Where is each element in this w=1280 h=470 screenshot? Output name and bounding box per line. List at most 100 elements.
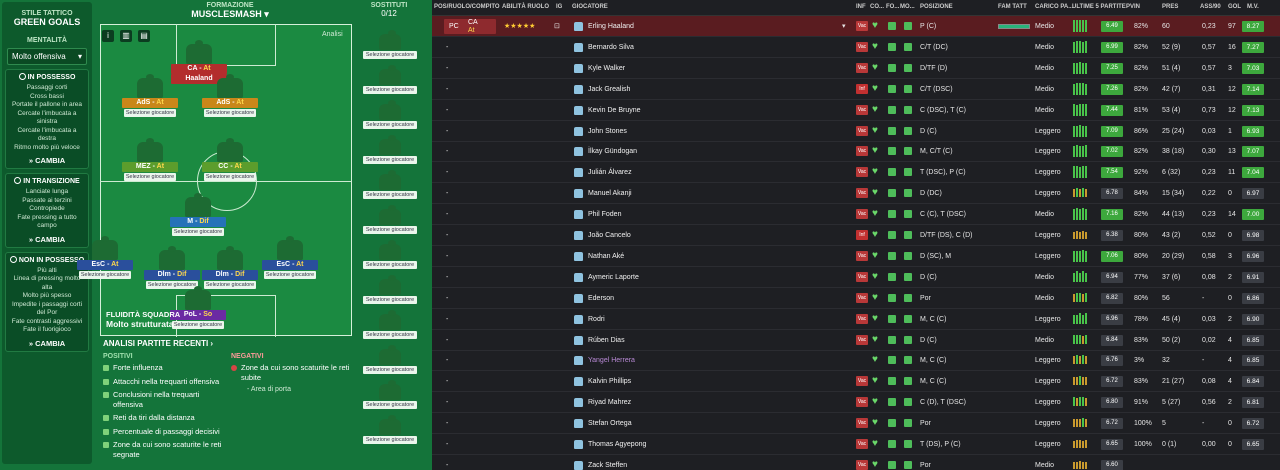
column-header[interactable]: GOL (1228, 4, 1241, 10)
player-slot[interactable]: Dlm - Dif Selezione giocatore (144, 246, 200, 289)
player-slot[interactable]: CA - At Haaland (171, 40, 227, 84)
table-row[interactable]: - John Stones Vac ♥ D (C) Leggero 7.09 86% 25 (2… (432, 121, 1280, 142)
player-name[interactable]: Ederson (588, 294, 615, 302)
position-empty[interactable]: - (446, 169, 449, 177)
column-header[interactable]: INF (856, 4, 866, 10)
position-empty[interactable]: - (446, 378, 449, 386)
column-header[interactable]: FAM TATT (998, 4, 1027, 10)
select-player-dropdown[interactable]: Selezione giocatore (363, 226, 417, 234)
player-name[interactable]: Jack Grealish (588, 85, 631, 93)
mentality-dropdown[interactable]: Molto offensiva ▾ (7, 48, 87, 65)
player-slot[interactable]: PoL - So Selezione giocatore (170, 286, 226, 329)
player-name[interactable]: Erling Haaland (588, 23, 634, 30)
table-row[interactable]: - Nathan Aké Vac ♥ D (SC), M Leggero 7.06 80% 20… (432, 246, 1280, 267)
player-slot[interactable]: EsC - At Selezione giocatore (77, 236, 133, 279)
table-row[interactable]: PC CA At ★★★★★ ⊡ ▾ Erling Haaland Vac ♥ P (C) Medi… (432, 16, 1280, 37)
position-empty[interactable]: - (446, 273, 449, 281)
select-player-dropdown[interactable]: Selezione giocatore (363, 261, 417, 269)
select-player-dropdown[interactable]: Selezione giocatore (363, 121, 417, 129)
select-player-dropdown[interactable]: Selezione giocatore (363, 51, 417, 59)
table-row[interactable]: - Kalvin Phillips Vac ♥ M, C (C) Leggero 6.72 8… (432, 371, 1280, 393)
select-player-dropdown[interactable]: Selezione giocatore (363, 366, 417, 374)
table-row[interactable]: - Yangel Herrera ♥ M, C (C) Leggero 6.76 3% 32 -… (432, 350, 1280, 372)
table-row[interactable]: - Rúben Dias Vac ♥ D (C) Medio 6.84 83% 50 (2) 0,… (432, 330, 1280, 351)
column-header[interactable]: ULTIME 5 PARTITE (1072, 4, 1126, 10)
table-row[interactable]: - Thomas Agyepong Vac ♥ T (DS), P (C) Leggero… (432, 434, 1280, 455)
table-row[interactable]: - Rodri Vac ♥ M, C (C) Leggero 6.96 78% 45 (4) 0,… (432, 309, 1280, 330)
player-name[interactable]: Thomas Agyepong (588, 441, 647, 448)
table-row[interactable]: - Jack Grealish Inf ♥ C/T (DSC) Medio 7.26 82% 4… (432, 79, 1280, 100)
player-name[interactable]: Riyad Mahrez (588, 399, 632, 407)
player-name[interactable]: Nathan Aké (588, 252, 625, 260)
player-name[interactable]: João Cancelo (588, 232, 631, 239)
position-empty[interactable]: - (446, 106, 449, 114)
column-header[interactable]: PVIN (1126, 4, 1141, 10)
player-slot[interactable]: M - Dif Selezione giocatore (170, 193, 226, 236)
position-empty[interactable]: - (446, 399, 449, 407)
substitute-slot[interactable]: Selezione giocatore (362, 100, 418, 129)
table-row[interactable]: - Stefan Ortega Vac ♥ Por Leggero 6.72 100% 5 - 0 6… (432, 413, 1280, 435)
substitute-slot[interactable]: Selezione giocatore (362, 65, 418, 94)
substitute-slot[interactable]: Selezione giocatore (362, 275, 418, 304)
select-player-dropdown[interactable]: Selezione giocatore (363, 191, 417, 199)
player-name[interactable]: Stefan Ortega (588, 420, 632, 428)
position-empty[interactable]: - (446, 294, 449, 302)
table-row[interactable]: - Kyle Walker Vac ♥ D/TF (D) Medio 7.25 82% 51 (… (432, 58, 1280, 79)
select-player-dropdown[interactable]: Selezione giocatore (146, 281, 198, 289)
position-empty[interactable]: - (446, 315, 449, 323)
table-row[interactable]: - Julián Álvarez Vac ♥ T (DSC), P (C) Leggero… (432, 162, 1280, 184)
table-row[interactable]: - Ederson Vac ♥ Por Medio 6.82 80% 56 - 0 6.86 (432, 288, 1280, 309)
select-player-dropdown[interactable]: Selezione giocatore (363, 331, 417, 339)
position-empty[interactable]: - (446, 190, 449, 198)
substitute-slot[interactable]: Selezione giocatore (362, 380, 418, 409)
table-row[interactable]: - İlkay Gündogan Vac ♥ M, C/T (C) Leggero 7.02… (432, 141, 1280, 163)
player-name[interactable]: John Stones (588, 127, 627, 135)
position-empty[interactable]: - (446, 232, 449, 239)
player-name[interactable]: Manuel Akanji (588, 190, 632, 198)
select-player-dropdown[interactable]: Selezione giocatore (363, 436, 417, 444)
select-player-dropdown[interactable]: Selezione giocatore (124, 109, 176, 117)
player-name[interactable]: Julián Álvarez (588, 169, 632, 177)
player-slot[interactable]: MEZ - At Selezione giocatore (122, 138, 178, 181)
player-name[interactable]: Kalvin Phillips (588, 378, 632, 386)
select-player-dropdown[interactable]: Selezione giocatore (363, 156, 417, 164)
substitute-slot[interactable]: Selezione giocatore (362, 30, 418, 59)
select-player-dropdown[interactable]: Selezione giocatore (204, 173, 256, 181)
player-slot[interactable]: EsC - At Selezione giocatore (262, 236, 318, 279)
substitute-slot[interactable]: Selezione giocatore (362, 205, 418, 234)
column-header[interactable]: PRES (1162, 4, 1179, 10)
column-header[interactable]: POS/RUOLO/COMPITO (434, 4, 500, 10)
player-slot[interactable]: AdS - At Selezione giocatore (122, 74, 178, 117)
recent-analysis-title[interactable]: ANALISI PARTITE RECENTI › (103, 339, 214, 348)
position-empty[interactable]: - (446, 211, 449, 219)
substitute-slot[interactable]: Selezione giocatore (362, 240, 418, 269)
player-slot[interactable]: AdS - At Selezione giocatore (202, 74, 258, 117)
substitute-slot[interactable]: Selezione giocatore (362, 345, 418, 374)
select-player-dropdown[interactable]: Selezione giocatore (363, 86, 417, 94)
column-header[interactable]: ABILITÀ RUOLO (502, 4, 549, 10)
position-empty[interactable]: - (446, 461, 449, 469)
table-row[interactable]: - João Cancelo Inf ♥ D/TF (DS), C (D) Leggero… (432, 225, 1280, 246)
player-name[interactable]: Rodri (588, 315, 605, 323)
column-header[interactable]: M.V. (1247, 4, 1259, 10)
analysis-button[interactable]: Analisi (322, 31, 343, 38)
position-empty[interactable]: - (446, 252, 449, 260)
select-player-dropdown[interactable]: Selezione giocatore (172, 228, 224, 236)
column-header[interactable]: POSIZIONE (920, 4, 953, 10)
substitute-slot[interactable]: Selezione giocatore (362, 310, 418, 339)
player-name[interactable]: Kevin De Bruyne (588, 106, 641, 114)
column-header[interactable]: FO... (886, 4, 900, 10)
column-header[interactable]: GIOCATORE (572, 4, 608, 10)
player-name[interactable]: Rúben Dias (588, 336, 625, 344)
position-empty[interactable]: - (446, 43, 449, 51)
player-slot[interactable]: Dlm - Dif Selezione giocatore (202, 246, 258, 289)
table-row[interactable]: - Phil Foden Vac ♥ C (C), T (DSC) Medio 7.16 82… (432, 204, 1280, 226)
position-empty[interactable]: - (446, 148, 449, 156)
position-empty[interactable]: - (446, 127, 449, 135)
player-name[interactable]: İlkay Gündogan (588, 148, 638, 156)
position-empty[interactable]: - (446, 85, 449, 93)
table-row[interactable]: - Aymeric Laporte Vac ♥ D (C) Medio 6.94 77% 37 … (432, 267, 1280, 288)
table-row[interactable]: - Kevin De Bruyne Vac ♥ C (DSC), T (C) Medio 7… (432, 100, 1280, 121)
substitute-slot[interactable]: Selezione giocatore (362, 135, 418, 164)
select-player-dropdown[interactable]: Selezione giocatore (204, 281, 256, 289)
